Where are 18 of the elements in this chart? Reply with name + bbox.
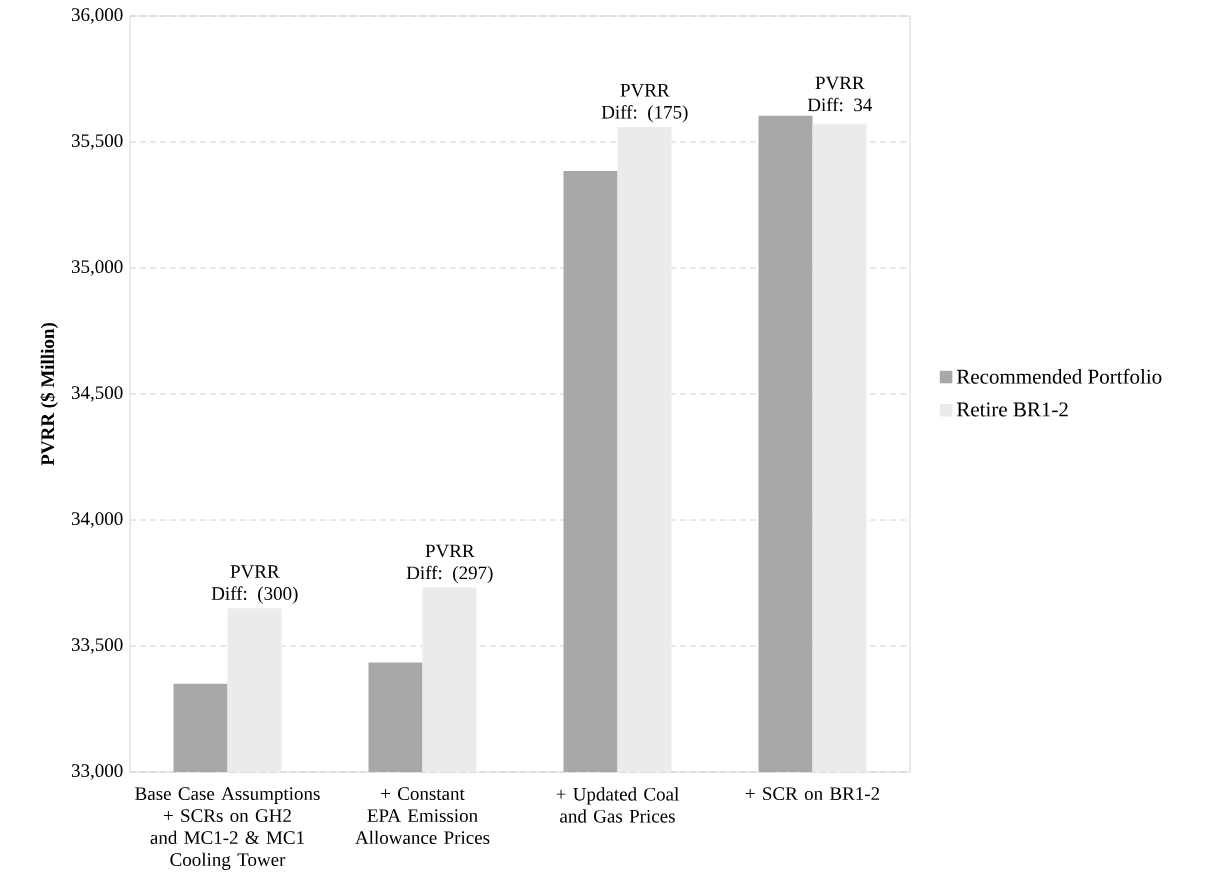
x-tick-label: Base Case Assumptions + SCRs on GH2 and MC1-2 & MC1 Cooling Tower bbox=[135, 787, 320, 870]
y-tick-label: 35,500 bbox=[71, 134, 123, 150]
legend-label: Retire BR1-2 bbox=[956, 402, 1068, 417]
y-tick-label: 33,000 bbox=[71, 764, 123, 780]
y-tick-label: 34,500 bbox=[71, 386, 123, 402]
y-tick-label: 33,500 bbox=[71, 638, 123, 654]
y-tick-label: 35,000 bbox=[71, 260, 123, 276]
x-tick-label: + Constant EPA Emission Allowance Prices bbox=[355, 787, 490, 845]
y-tick-label: 34,000 bbox=[71, 512, 123, 528]
annotation: PVRR Diff: (175) bbox=[601, 83, 688, 123]
y-tick-label: 36,000 bbox=[71, 8, 123, 24]
annotation: PVRR Diff: (300) bbox=[211, 565, 298, 604]
annotation: PVRR Diff: 34 bbox=[807, 76, 873, 112]
x-tick-label: + SCR on BR1-2 bbox=[745, 787, 880, 801]
y-axis-title: PVRR ($ Million) bbox=[40, 323, 58, 466]
x-tick-label: + Updated Coal and Gas Prices bbox=[556, 787, 679, 823]
legend-label: Recommended Portfolio bbox=[956, 368, 1162, 384]
annotation: PVRR Diff: (297) bbox=[406, 544, 493, 584]
